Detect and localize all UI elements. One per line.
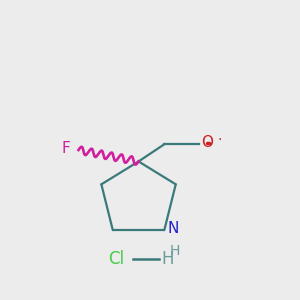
Text: F: F [61,141,70,156]
Text: N: N [167,221,178,236]
Text: H: H [161,250,174,268]
Text: O: O [202,135,214,150]
Text: ·: · [217,133,222,147]
Text: H: H [170,244,180,258]
Text: Cl: Cl [108,250,124,268]
